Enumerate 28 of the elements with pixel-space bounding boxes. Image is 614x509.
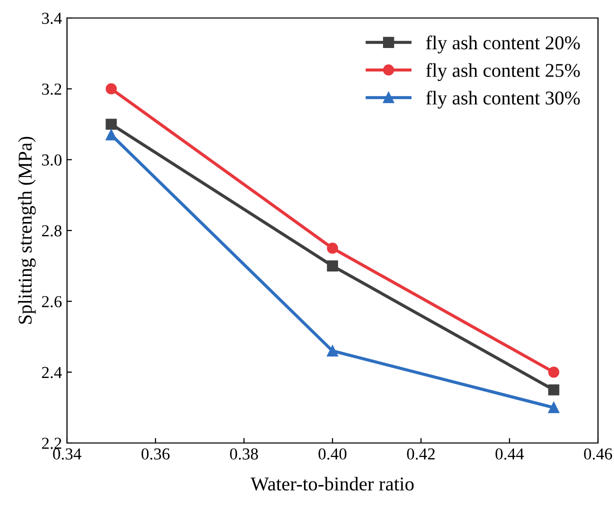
x-tick-label: 0.42 <box>407 448 435 460</box>
y-tick-label: 2.8 <box>42 225 62 237</box>
point <box>326 345 338 356</box>
y-tick-label: 3.0 <box>42 154 62 166</box>
point <box>548 366 560 378</box>
x-tick-label: 0.34 <box>53 448 82 460</box>
y-axis-title: Splitting strength (MPa) <box>18 136 36 324</box>
x-tick-label: 0.40 <box>318 448 346 460</box>
point <box>548 384 560 396</box>
x-tick-label: 0.36 <box>142 448 170 460</box>
y-tick-label: 3.2 <box>42 84 62 95</box>
point <box>326 260 338 272</box>
x-tick-label: 0.38 <box>230 448 258 460</box>
y-tick-label: 2.4 <box>42 366 62 378</box>
x-tick-label: 0.44 <box>496 448 524 460</box>
x-tick-label: 0.46 <box>584 448 612 460</box>
y-tick-label: 2.2 <box>42 438 62 450</box>
point <box>326 242 338 254</box>
y-tick-label: 3.4 <box>42 12 62 24</box>
legend-label: fly ash content 20% <box>426 36 580 54</box>
point <box>548 402 560 414</box>
y-tick-label: 2.6 <box>42 296 62 308</box>
point <box>106 129 117 140</box>
x-axis-title: Water-to-binder ratio <box>250 476 414 491</box>
point <box>106 83 117 94</box>
legend-label: fly ash content 30% <box>426 90 580 109</box>
legend-label: fly ash content 25% <box>426 63 580 81</box>
point <box>106 118 117 130</box>
